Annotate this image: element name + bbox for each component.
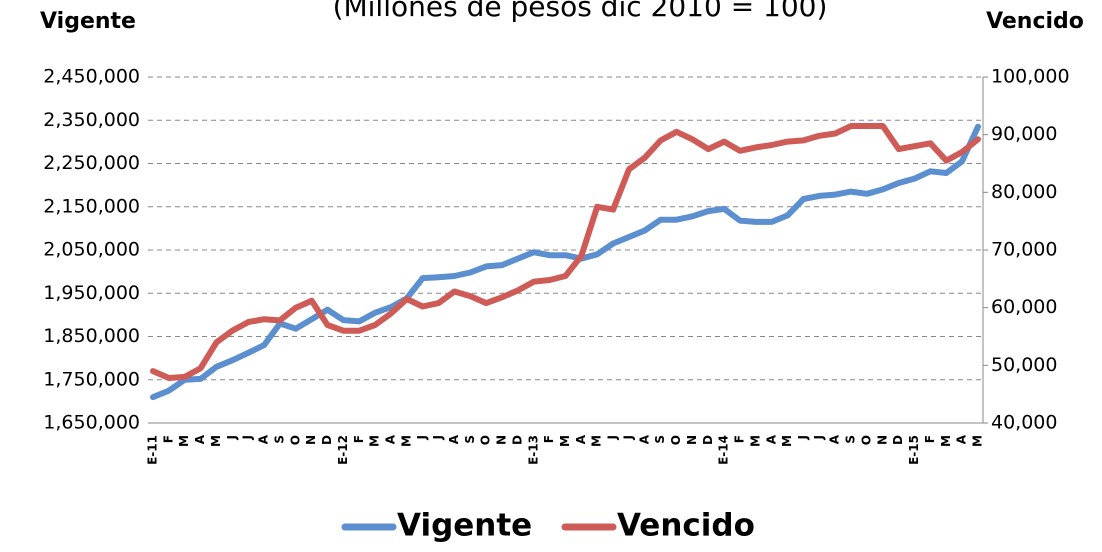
- x-tick-label: O: [859, 435, 873, 445]
- x-tick-label: J: [621, 435, 635, 440]
- x-tick-label: A: [447, 434, 461, 444]
- x-tick-label: A: [383, 434, 397, 444]
- y2-tick-label: 80,000: [991, 181, 1057, 203]
- y-tick-label: 2,350,000: [43, 109, 140, 131]
- x-tick-label: J: [606, 435, 620, 440]
- x-tick-label: A: [955, 434, 969, 444]
- y2-tick-label: 40,000: [991, 412, 1057, 434]
- x-tick-label: A: [193, 434, 207, 444]
- chart-title: (Millones de pesos dic 2010 = 100): [333, 0, 828, 23]
- x-tick-label: M: [399, 435, 413, 447]
- x-tick-label: O: [479, 435, 493, 445]
- y2-tick-label: 60,000: [991, 296, 1057, 318]
- x-tick-label: D: [701, 435, 715, 445]
- x-tick-label: A: [764, 434, 778, 444]
- x-tick-label: F: [923, 435, 937, 443]
- x-tick-label: E-14: [717, 435, 731, 465]
- x-tick-label: A: [574, 434, 588, 444]
- y-axis-label: Vigente: [40, 9, 136, 34]
- y-tick-label: 1,850,000: [43, 325, 140, 347]
- y-tick-label: 1,950,000: [43, 282, 140, 304]
- y-tick-label: 2,150,000: [43, 195, 140, 217]
- y2-axis-label: Vencido: [986, 9, 1084, 34]
- x-tick-label: D: [510, 435, 524, 445]
- y-tick-label: 1,650,000: [43, 412, 140, 434]
- y2-tick-label: 90,000: [991, 123, 1057, 145]
- x-tick-label: J: [431, 435, 445, 440]
- x-tick-label: M: [971, 435, 985, 447]
- x-tick-label: N: [685, 435, 699, 445]
- x-tick-label: N: [495, 435, 509, 445]
- x-tick-label: O: [669, 435, 683, 445]
- x-tick-label: J: [812, 435, 826, 440]
- x-tick-label: M: [780, 435, 794, 447]
- x-tick-label: J: [796, 435, 810, 440]
- x-tick-label: S: [272, 435, 286, 444]
- x-tick-label: M: [177, 435, 191, 447]
- y-tick-label: 1,750,000: [43, 368, 140, 390]
- x-tick-label: S: [844, 435, 858, 444]
- x-tick-label: M: [590, 435, 604, 447]
- x-tick-label: O: [288, 435, 302, 445]
- x-tick-label: D: [320, 435, 334, 445]
- x-tick-label: D: [891, 435, 905, 445]
- x-tick-label: J: [241, 435, 255, 440]
- x-tick-label: E-12: [336, 435, 350, 465]
- y2-tick-label: 100,000: [991, 66, 1070, 88]
- y-tick-label: 2,250,000: [43, 152, 140, 174]
- x-tick-label: N: [875, 435, 889, 445]
- x-tick-label: F: [161, 435, 175, 443]
- x-tick-label: S: [653, 435, 667, 444]
- legend-label: Vigente: [397, 508, 532, 544]
- x-tick-label: M: [558, 435, 572, 447]
- x-tick-label: M: [368, 435, 382, 447]
- x-tick-label: J: [225, 435, 239, 440]
- y2-tick-label: 70,000: [991, 239, 1057, 261]
- x-tick-label: M: [748, 435, 762, 447]
- x-tick-label: E-11: [146, 435, 160, 465]
- x-tick-label: E-13: [526, 435, 540, 465]
- x-tick-label: A: [637, 434, 651, 444]
- y-tick-label: 2,050,000: [43, 239, 140, 261]
- y2-tick-label: 50,000: [991, 354, 1057, 376]
- x-tick-label: S: [463, 435, 477, 444]
- x-tick-label: N: [304, 435, 318, 445]
- x-tick-label: M: [209, 435, 223, 447]
- legend-label: Vencido: [617, 508, 755, 544]
- series-line: [150, 123, 981, 401]
- x-tick-label: J: [415, 435, 429, 440]
- x-tick-label: E-15: [907, 435, 921, 465]
- y-tick-label: 2,450,000: [43, 66, 140, 88]
- x-tick-label: A: [257, 434, 271, 444]
- series-line: [150, 123, 981, 381]
- x-tick-label: F: [352, 435, 366, 443]
- x-tick-label: F: [733, 435, 747, 443]
- x-tick-label: A: [828, 434, 842, 444]
- x-tick-label: M: [939, 435, 953, 447]
- x-tick-label: F: [542, 435, 556, 443]
